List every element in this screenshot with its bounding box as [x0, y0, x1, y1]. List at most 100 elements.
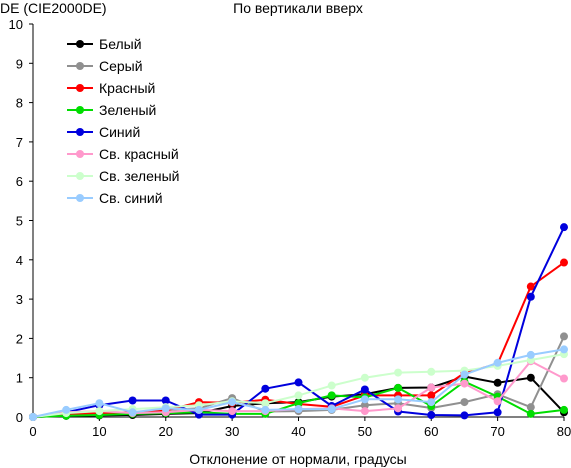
- legend-label: Св. красный: [99, 146, 179, 162]
- legend-marker: [76, 84, 84, 92]
- data-point: [261, 399, 270, 408]
- data-point: [526, 409, 535, 418]
- data-point: [460, 398, 469, 407]
- data-point: [360, 395, 369, 404]
- data-point: [460, 370, 469, 379]
- legend-marker: [76, 172, 84, 180]
- legend-item: Св. синий: [67, 190, 163, 206]
- data-point: [194, 405, 203, 414]
- y-tick-label: 4: [16, 253, 23, 268]
- data-point: [460, 379, 469, 388]
- legend-item: Зеленый: [67, 102, 156, 118]
- x-tick-label: 0: [29, 424, 36, 439]
- legend-item: Белый: [67, 36, 142, 52]
- data-point: [526, 292, 535, 301]
- data-point: [427, 411, 436, 420]
- legend-marker: [76, 150, 84, 158]
- data-point: [327, 405, 336, 414]
- data-point: [294, 378, 303, 387]
- legend-item: Серый: [67, 58, 143, 74]
- legend-marker: [76, 128, 84, 136]
- data-point: [427, 398, 436, 407]
- data-point: [560, 405, 568, 414]
- data-point: [526, 373, 535, 382]
- legend-label: Св. зеленый: [99, 168, 179, 184]
- y-tick-label: 1: [16, 371, 23, 386]
- y-tick-label: 9: [16, 56, 23, 71]
- data-point: [128, 396, 137, 405]
- x-tick-label: 30: [225, 424, 239, 439]
- legend-marker: [76, 62, 84, 70]
- data-point: [327, 381, 336, 390]
- data-point: [394, 368, 403, 377]
- data-point: [427, 391, 436, 400]
- data-point: [427, 383, 436, 392]
- y-tick-label: 8: [16, 96, 23, 111]
- data-point: [360, 401, 369, 410]
- data-point: [560, 223, 568, 232]
- data-point: [228, 407, 237, 416]
- data-point: [62, 405, 71, 414]
- legend-marker: [76, 106, 84, 114]
- data-point: [493, 358, 502, 367]
- chart-title: По вертикали вверх: [233, 0, 363, 16]
- data-point: [261, 384, 270, 393]
- x-tick-label: 40: [291, 424, 305, 439]
- y-tick-label: 2: [16, 331, 23, 346]
- y-tick-label: 6: [16, 174, 23, 189]
- x-tick-label: 70: [490, 424, 504, 439]
- data-point: [228, 398, 237, 407]
- data-point: [560, 258, 568, 267]
- y-tick-label: 7: [16, 135, 23, 150]
- data-point: [95, 399, 104, 408]
- y-tick-label: 10: [9, 17, 23, 32]
- legend-label: Серый: [99, 58, 143, 74]
- x-axis-label: Отклонение от нормали, градусы: [189, 451, 406, 467]
- legend-marker: [76, 40, 84, 48]
- data-point: [294, 405, 303, 414]
- y-tick-label: 3: [16, 292, 23, 307]
- x-tick-label: 80: [557, 424, 571, 439]
- y-tick-label: 5: [16, 214, 23, 229]
- data-point: [394, 383, 403, 392]
- data-point: [394, 404, 403, 413]
- legend-item: Красный: [67, 80, 155, 96]
- data-point: [327, 391, 336, 400]
- data-point: [95, 407, 104, 416]
- data-point: [427, 367, 436, 376]
- data-point: [294, 391, 303, 400]
- data-point: [560, 374, 568, 383]
- series-8: [29, 345, 568, 421]
- data-point: [128, 408, 137, 417]
- data-point: [493, 408, 502, 417]
- legend-label: Зеленый: [99, 102, 156, 118]
- x-tick-label: 20: [159, 424, 173, 439]
- data-point: [560, 345, 568, 354]
- data-point: [560, 332, 568, 341]
- data-point: [261, 405, 270, 414]
- data-point: [460, 411, 469, 420]
- data-point: [526, 282, 535, 291]
- legend-label: Белый: [99, 36, 142, 52]
- legend-item: Синий: [67, 124, 140, 140]
- data-point: [161, 396, 170, 405]
- data-point: [526, 403, 535, 412]
- data-point: [360, 373, 369, 382]
- y-axis-label: DE (CIE2000DE): [0, 0, 107, 16]
- legend-item: Св. красный: [67, 146, 179, 162]
- legend: Белый Серый Красный Зеленый Синий Св. красный…: [67, 36, 179, 206]
- y-tick-label: 0: [16, 410, 23, 425]
- x-tick-label: 50: [358, 424, 372, 439]
- series-layer: [29, 223, 568, 421]
- x-tick-label: 10: [92, 424, 106, 439]
- data-point: [360, 385, 369, 394]
- data-point: [360, 407, 369, 416]
- data-point: [161, 404, 170, 413]
- data-point: [29, 413, 37, 421]
- data-point: [493, 378, 502, 387]
- data-point: [493, 397, 502, 406]
- legend-label: Св. синий: [99, 190, 163, 206]
- data-point: [526, 350, 535, 359]
- legend-label: Красный: [99, 80, 155, 96]
